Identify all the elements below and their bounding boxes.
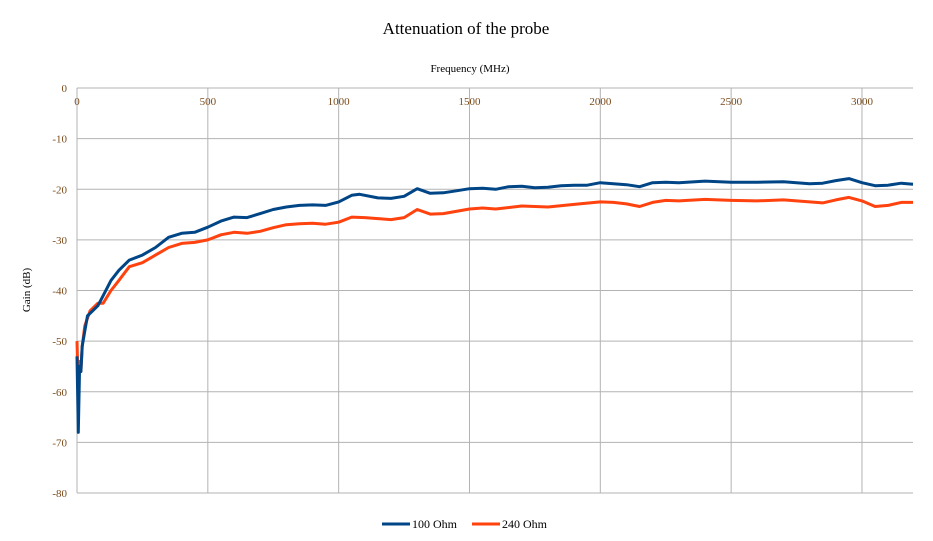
- y-axis-label: Gain (dB): [21, 268, 33, 313]
- y-tick-label: -10: [52, 134, 67, 146]
- x-tick-label: 2000: [589, 96, 612, 108]
- tick-labels: 0 -10 -20 -30 -40 -50 -60 -70 -80 0 500 1000 1500 200…: [52, 83, 873, 500]
- x-tick-label: 0: [74, 96, 80, 108]
- x-tick-label: 1000: [328, 96, 351, 108]
- grid: [76, 87, 913, 494]
- legend-label: 240 Ohm: [502, 517, 548, 531]
- series-line-240-ohm: [75, 195, 913, 394]
- chart-title: Attenuation of the probe: [383, 19, 550, 38]
- legend-label: 100 Ohm: [412, 517, 458, 531]
- x-tick-label: 3000: [851, 96, 874, 108]
- series-lines: [75, 177, 914, 434]
- x-tick-label: 2500: [720, 96, 743, 108]
- x-axis-label: Frequency (MHz): [430, 63, 509, 75]
- y-tick-label: -40: [52, 286, 67, 298]
- y-tick-label: -30: [52, 235, 67, 247]
- y-tick-label: -70: [52, 437, 67, 449]
- y-tick-label: 0: [62, 83, 68, 95]
- x-tick-label: 1500: [458, 96, 481, 108]
- y-tick-label: -20: [52, 184, 67, 196]
- series-line-100-ohm: [75, 177, 914, 434]
- legend: 100 Ohm 240 Ohm: [382, 517, 548, 531]
- y-tick-label: -80: [52, 488, 67, 500]
- y-tick-label: -50: [52, 336, 67, 348]
- y-tick-label: -60: [52, 387, 67, 399]
- x-tick-label: 500: [200, 96, 217, 108]
